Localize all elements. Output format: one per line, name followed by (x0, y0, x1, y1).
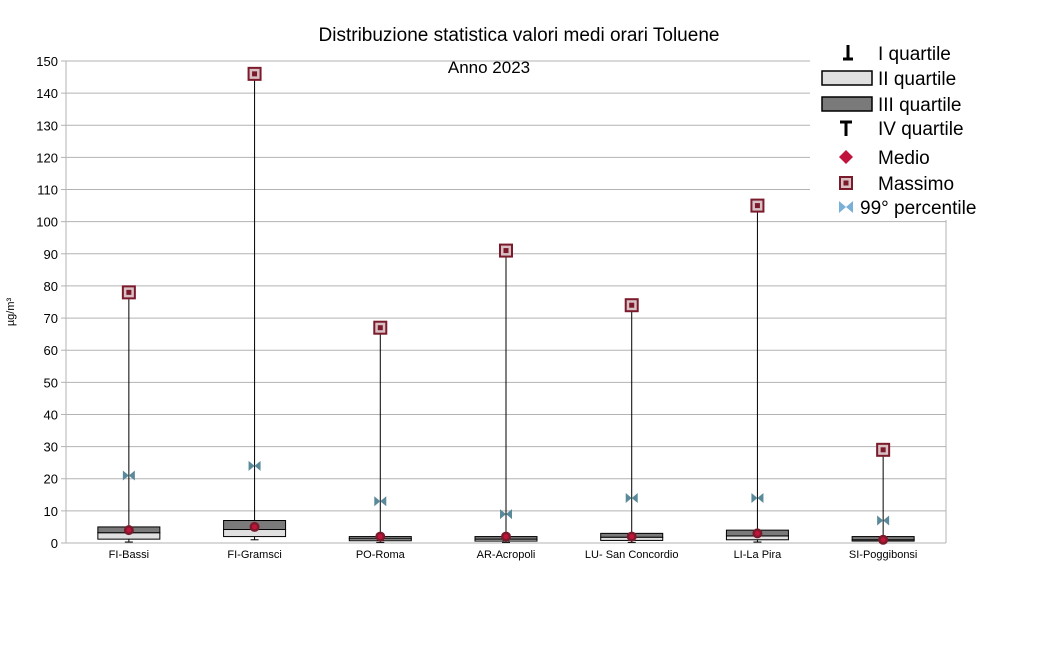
y-tick-label: 110 (37, 183, 58, 198)
mean-marker-core (126, 527, 132, 533)
p99-marker (751, 493, 764, 504)
mean-marker-core (377, 534, 383, 540)
mean-marker-core (503, 534, 509, 540)
y-tick-label: 40 (44, 407, 58, 422)
y-tick-label: 10 (44, 504, 58, 519)
y-tick-label: 0 (51, 536, 58, 551)
x-tick-label: AR-Acropoli (477, 549, 536, 561)
diamond-icon (839, 150, 853, 164)
chart-subtitle: Anno 2023 (448, 58, 530, 77)
p99-marker (248, 460, 261, 471)
y-tick-label: 150 (36, 54, 58, 69)
bowtie-icon (839, 201, 853, 213)
whisker-bottom-icon (843, 45, 853, 61)
legend-label: III quartile (878, 95, 961, 116)
y-tick-label: 90 (44, 247, 58, 262)
y-tick-label: 30 (44, 440, 58, 455)
mean-marker-core (880, 537, 886, 543)
y-tick-label: 120 (36, 150, 58, 165)
y-tick-label: 20 (44, 472, 58, 487)
y-tick-label: 60 (44, 343, 58, 358)
x-axis: FI-Bassi FI-Gramsci PO-Roma AR-Acropoli LU- … (109, 549, 918, 561)
max-marker-core (252, 71, 258, 77)
y-axis-label: µg/m³ (5, 297, 17, 326)
p99-marker (500, 509, 512, 520)
legend-label: Medio (878, 148, 930, 169)
y-tick-label: 70 (44, 311, 58, 326)
p99-marker (877, 515, 890, 526)
x-tick-label: LI-La Pira (734, 549, 783, 561)
legend-label: Massimo (878, 174, 954, 195)
max-marker-core (629, 302, 635, 308)
legend-label: I quartile (878, 44, 951, 65)
legend-label: 99° percentile (860, 198, 976, 219)
x-tick-label: LU- San Concordio (585, 549, 679, 561)
y-tick-label: 50 (44, 375, 58, 390)
y-axis: 0 10 20 30 40 50 60 70 80 90 100 110 120 130 140 150 (36, 54, 58, 551)
max-marker-core (880, 447, 886, 453)
legend: I quartile II quartile III quartile IV quar… (810, 38, 1010, 220)
boxplots (97, 66, 915, 545)
mean-marker-core (754, 530, 760, 536)
max-marker-core (503, 248, 509, 254)
whisker-top-icon (840, 120, 852, 136)
chart-title: Distribuzione statistica valori medi ora… (319, 25, 720, 46)
p99-marker (374, 496, 387, 507)
max-marker-core (754, 203, 760, 209)
x-tick-label: FI-Bassi (109, 549, 149, 561)
y-tick-label: 140 (36, 86, 58, 101)
p99-marker (625, 493, 638, 504)
mean-marker-core (629, 534, 635, 540)
y-tick-label: 130 (36, 118, 58, 133)
mean-marker-core (252, 524, 258, 530)
y-tick-label: 100 (36, 215, 58, 230)
max-marker-core (126, 289, 132, 295)
square-icon-core (843, 180, 849, 186)
x-tick-label: PO-Roma (356, 549, 406, 561)
light-box-icon (821, 70, 873, 86)
y-tick-label: 80 (44, 279, 58, 294)
legend-label: II quartile (878, 69, 956, 90)
x-tick-label: SI-Poggibonsi (849, 549, 918, 561)
dark-box-icon (821, 96, 873, 112)
legend-label: IV quartile (878, 119, 964, 140)
x-tick-label: FI-Gramsci (227, 549, 281, 561)
max-marker-core (377, 325, 383, 331)
p99-marker (122, 470, 135, 481)
